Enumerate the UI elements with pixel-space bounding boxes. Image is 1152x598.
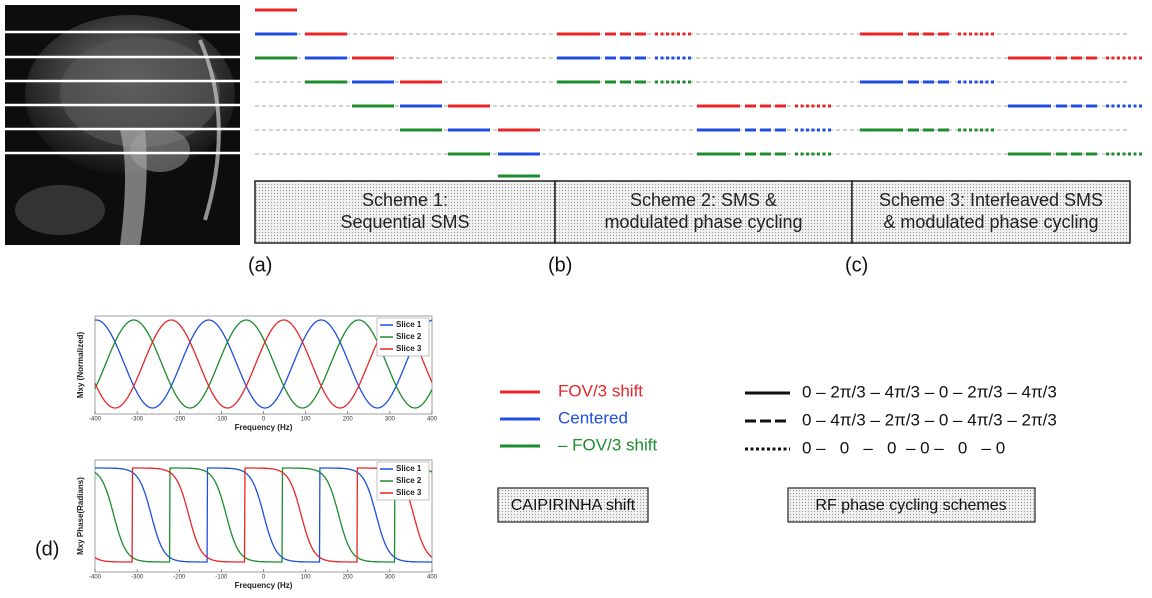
x-tick-label: -100 bbox=[215, 417, 228, 423]
x-tick-label: -400 bbox=[89, 417, 102, 423]
x-tick-label: -200 bbox=[173, 575, 186, 581]
x-tick-label: 200 bbox=[343, 575, 354, 581]
mri-image bbox=[5, 5, 240, 245]
caipirinha-item: FOV/3 shift bbox=[558, 381, 643, 400]
legend-label: Slice 2 bbox=[396, 332, 422, 341]
legend-label: Slice 3 bbox=[396, 344, 422, 353]
x-tick-label: 100 bbox=[301, 417, 312, 423]
x-tick-label: 200 bbox=[343, 417, 354, 423]
caption: RF phase cycling schemes bbox=[815, 497, 1006, 514]
scheme-title: Scheme 2: SMS & bbox=[630, 190, 777, 210]
scheme-title: Scheme 3: Interleaved SMS bbox=[879, 190, 1103, 210]
x-tick-label: -400 bbox=[89, 575, 102, 581]
legend-label: Slice 1 bbox=[396, 320, 422, 329]
x-tick-label: -300 bbox=[131, 575, 144, 581]
panel-label: (d) bbox=[35, 538, 59, 560]
x-tick-label: 300 bbox=[385, 575, 396, 581]
panel-label: (c) bbox=[845, 254, 868, 276]
panel-label: (a) bbox=[248, 254, 272, 276]
x-tick-label: 300 bbox=[385, 417, 396, 423]
x-tick-label: 100 bbox=[301, 575, 312, 581]
y-axis-label: Mxy (Normalized) bbox=[76, 332, 85, 399]
x-axis-label: Frequency (Hz) bbox=[235, 423, 293, 432]
rf-item: 0 – 2π/3 – 4π/3 – 0 – 2π/3 – 4π/3 bbox=[802, 382, 1057, 401]
panel-label: (b) bbox=[548, 254, 572, 276]
legend-label: Slice 1 bbox=[396, 464, 422, 473]
x-tick-label: -100 bbox=[215, 575, 228, 581]
legend-label: Slice 2 bbox=[396, 476, 422, 485]
caipirinha-item: – FOV/3 shift bbox=[558, 435, 657, 454]
scheme-diagram: Scheme 1:Sequential SMS (a) Scheme 2: SMS … bbox=[248, 10, 1142, 276]
scheme-title: Sequential SMS bbox=[340, 212, 469, 232]
x-tick-label: 0 bbox=[262, 417, 266, 423]
figure: Scheme 1:Sequential SMS (a) Scheme 2: SMS … bbox=[0, 0, 1152, 598]
scheme-title: & modulated phase cycling bbox=[883, 212, 1098, 232]
caipirinha-item: Centered bbox=[558, 408, 628, 427]
scheme-title: modulated phase cycling bbox=[604, 212, 802, 232]
x-tick-label: -300 bbox=[131, 417, 144, 423]
y-axis-label: Mxy Phase(Radians) bbox=[76, 477, 85, 555]
rf-item: 0 – 0 – 0 – 0 – 0 – 0 bbox=[802, 438, 1005, 457]
x-tick-label: 400 bbox=[427, 417, 438, 423]
bottom-panel: (d) -400 -300 -200 -100 0 100 200 300 400 Frequenc… bbox=[35, 316, 1057, 590]
legend-label: Slice 3 bbox=[396, 488, 422, 497]
x-axis-label: Frequency (Hz) bbox=[235, 581, 293, 590]
caption: CAIPIRINHA shift bbox=[511, 497, 636, 514]
x-tick-label: 0 bbox=[262, 575, 266, 581]
rf-item: 0 – 4π/3 – 2π/3 – 0 – 4π/3 – 2π/3 bbox=[802, 410, 1057, 429]
x-tick-label: -200 bbox=[173, 417, 186, 423]
x-tick-label: 400 bbox=[427, 575, 438, 581]
scheme-title: Scheme 1: bbox=[362, 190, 448, 210]
